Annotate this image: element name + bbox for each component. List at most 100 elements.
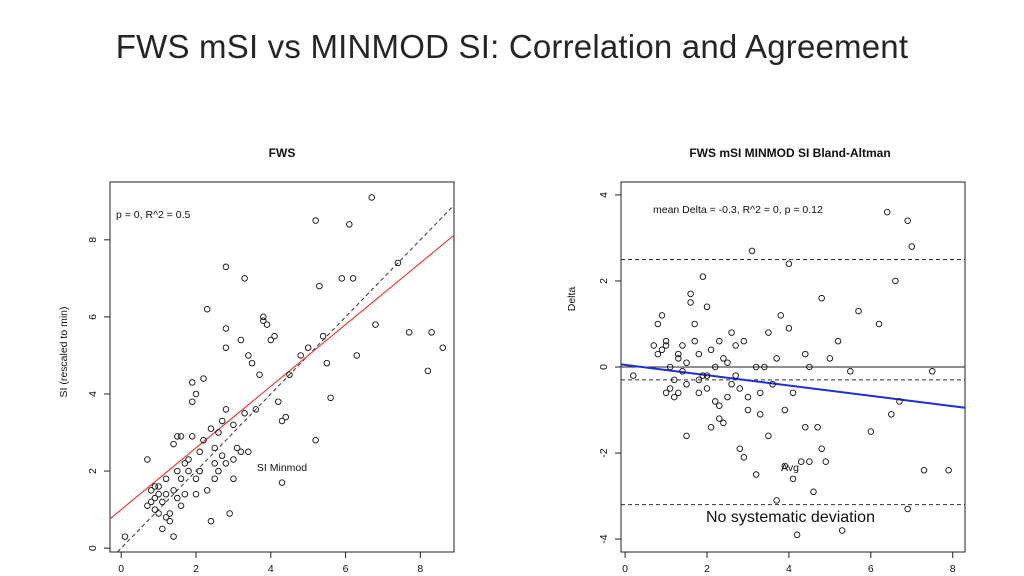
data-point bbox=[683, 380, 690, 388]
data-point bbox=[349, 275, 357, 282]
data-point bbox=[162, 514, 170, 521]
data-point bbox=[761, 363, 768, 371]
data-point bbox=[756, 389, 764, 397]
data-point bbox=[716, 402, 723, 409]
x-tick-label: 8 bbox=[417, 563, 423, 575]
data-point bbox=[162, 475, 170, 483]
data-point bbox=[695, 350, 703, 358]
x-tick-label: 0 bbox=[622, 563, 628, 575]
data-point bbox=[826, 355, 834, 362]
data-point bbox=[267, 336, 275, 344]
data-point bbox=[222, 263, 230, 271]
annotation: p = 0, R^2 = 0.5 bbox=[116, 209, 191, 221]
data-point bbox=[810, 488, 817, 496]
data-point bbox=[855, 307, 862, 315]
data-point bbox=[675, 350, 682, 358]
data-point bbox=[252, 406, 260, 413]
data-point bbox=[159, 525, 166, 533]
data-point bbox=[192, 390, 200, 398]
caption: No systematic deviation bbox=[706, 509, 875, 526]
data-point bbox=[218, 452, 226, 459]
data-point bbox=[797, 458, 805, 465]
data-point bbox=[230, 421, 237, 429]
data-point bbox=[185, 456, 192, 463]
data-point bbox=[822, 458, 830, 465]
data-point bbox=[814, 423, 821, 431]
data-point bbox=[200, 375, 207, 382]
data-point bbox=[662, 342, 670, 349]
data-point bbox=[233, 444, 241, 452]
data-point bbox=[789, 389, 797, 397]
y-tick-label: 8 bbox=[87, 237, 99, 243]
data-point bbox=[200, 436, 207, 444]
data-point bbox=[666, 363, 674, 371]
data-point bbox=[174, 467, 181, 475]
data-point bbox=[260, 317, 267, 324]
data-point bbox=[312, 217, 319, 224]
y-tick-label: 4 bbox=[598, 192, 610, 198]
y-tick-label: -4 bbox=[598, 534, 610, 543]
data-point bbox=[711, 363, 719, 371]
data-point bbox=[189, 379, 196, 386]
data-point bbox=[908, 243, 916, 250]
data-point bbox=[372, 321, 379, 328]
data-point bbox=[662, 337, 670, 345]
data-point bbox=[192, 490, 200, 498]
y-axis-label: SI (rescaled to min) bbox=[58, 306, 70, 397]
data-point bbox=[151, 494, 159, 502]
data-point bbox=[192, 475, 200, 483]
x-tick-label: 4 bbox=[786, 563, 792, 575]
data-point bbox=[716, 337, 723, 345]
data-point bbox=[189, 398, 196, 405]
data-point bbox=[630, 372, 637, 379]
data-point bbox=[327, 394, 334, 402]
data-point bbox=[806, 363, 813, 371]
data-point bbox=[230, 475, 237, 483]
data-point bbox=[222, 460, 230, 467]
data-point bbox=[241, 275, 248, 282]
data-point bbox=[155, 483, 162, 490]
data-point bbox=[155, 510, 162, 517]
data-point bbox=[203, 487, 211, 494]
data-point bbox=[166, 517, 174, 525]
data-point bbox=[147, 487, 155, 494]
data-point bbox=[174, 433, 181, 440]
data-point bbox=[777, 312, 784, 319]
data-point bbox=[222, 325, 230, 332]
plot-frame bbox=[109, 181, 455, 553]
data-point bbox=[670, 393, 678, 401]
data-point bbox=[883, 208, 891, 216]
data-point bbox=[695, 389, 703, 397]
y-tick-label: 6 bbox=[87, 314, 99, 320]
data-point bbox=[263, 321, 271, 328]
data-point bbox=[728, 380, 735, 388]
data-point bbox=[316, 282, 323, 290]
data-point bbox=[687, 290, 694, 298]
data-point bbox=[271, 332, 278, 340]
data-point bbox=[769, 380, 776, 388]
chart-title: FWS mSI MINMOD SI Bland-Altman bbox=[689, 146, 890, 160]
data-point bbox=[703, 303, 711, 311]
data-point bbox=[818, 294, 825, 302]
data-point bbox=[218, 417, 226, 425]
data-point bbox=[789, 475, 797, 483]
data-point bbox=[781, 462, 789, 470]
data-point bbox=[699, 273, 707, 280]
data-point bbox=[707, 346, 715, 354]
data-point bbox=[245, 352, 252, 359]
data-point bbox=[724, 393, 731, 401]
data-point bbox=[806, 458, 813, 465]
data-point bbox=[211, 475, 218, 483]
data-point bbox=[151, 506, 159, 513]
data-point bbox=[211, 444, 218, 452]
data-point bbox=[785, 260, 793, 267]
data-point bbox=[732, 342, 739, 349]
data-point bbox=[196, 448, 203, 456]
data-point bbox=[424, 367, 432, 375]
data-point bbox=[720, 355, 727, 362]
data-point bbox=[151, 483, 159, 490]
data-point bbox=[679, 342, 686, 349]
data-point bbox=[323, 359, 331, 367]
y-tick-label: 0 bbox=[87, 545, 99, 551]
x-axis-label: SI Minmod bbox=[257, 462, 307, 474]
